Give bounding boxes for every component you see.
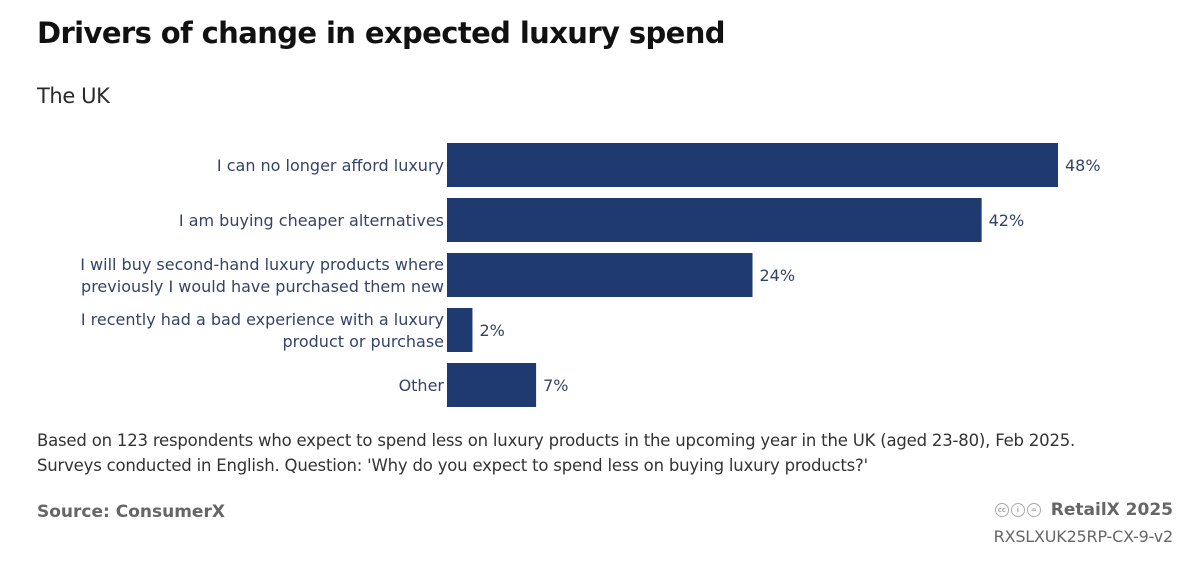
brand-block: cc i = RetailX 2025	[994, 500, 1173, 520]
creative-commons-icon: cc i =	[994, 503, 1041, 517]
value-label-3: 2%	[479, 321, 504, 340]
category-label-line: I am buying cheaper alternatives	[179, 211, 444, 230]
category-label-3: I recently had a bad experience with a l…	[81, 310, 444, 351]
methodology-note: Based on 123 respondents who expect to s…	[37, 428, 1075, 478]
category-label-line: Other	[399, 376, 445, 395]
category-label-2: I will buy second-hand luxury products w…	[80, 255, 444, 296]
value-label-0: 48%	[1065, 156, 1101, 175]
category-label-line: previously I would have purchased them n…	[81, 277, 444, 296]
bar-3	[447, 308, 473, 352]
bar-4	[447, 363, 537, 407]
bar-chart: 48% I can no longer afford luxury 42% I am …	[80, 143, 1101, 407]
bar-0	[447, 143, 1058, 187]
bar-1	[447, 198, 982, 242]
category-label-line: I will buy second-hand luxury products w…	[80, 255, 444, 274]
chart-code: RXSLXUK25RP-CX-9-v2	[993, 527, 1174, 546]
value-label-4: 7%	[543, 376, 568, 395]
note-line-1: Based on 123 respondents who expect to s…	[37, 431, 1076, 450]
cc-icon: cc	[994, 503, 1009, 517]
source-label: Source: ConsumerX	[37, 502, 225, 522]
value-label-2: 24%	[760, 266, 796, 285]
attribution-icon: i	[1010, 503, 1025, 517]
category-label-4: Other	[399, 376, 445, 395]
brand-label: RetailX 2025	[1050, 500, 1173, 520]
no-derivatives-icon: =	[1026, 503, 1041, 517]
category-label-line: product or purchase	[282, 332, 444, 351]
chart-title: Drivers of change in expected luxury spe…	[37, 16, 726, 50]
category-label-0: I can no longer afford luxury	[217, 156, 444, 175]
category-label-1: I am buying cheaper alternatives	[179, 211, 444, 230]
value-label-1: 42%	[989, 211, 1025, 230]
bar-2	[447, 253, 753, 297]
chart-subtitle: The UK	[37, 84, 110, 108]
category-label-line: I recently had a bad experience with a l…	[81, 310, 444, 329]
note-line-2: Surveys conducted in English. Question: …	[37, 456, 868, 475]
category-label-line: I can no longer afford luxury	[217, 156, 444, 175]
